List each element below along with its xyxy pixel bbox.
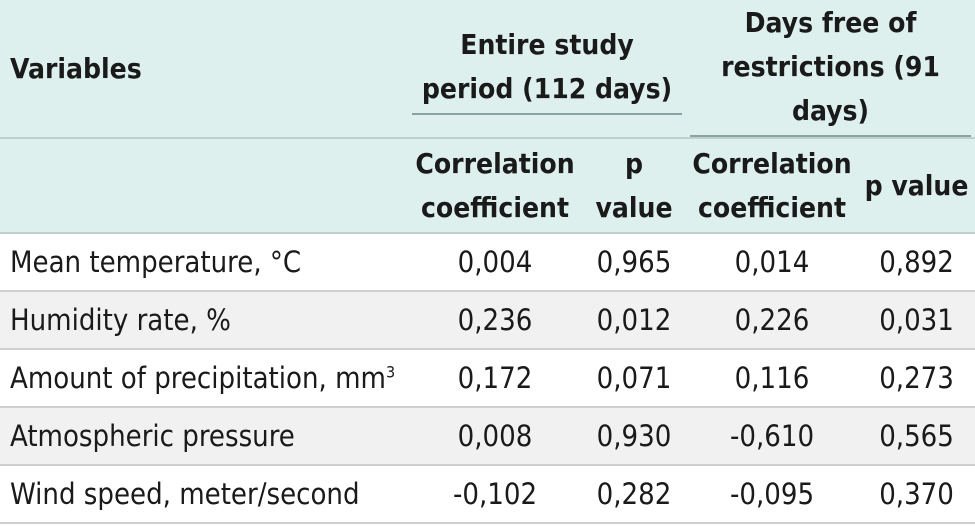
header-group-free-days: Days free of restrictions (91 days) (686, 0, 975, 139)
row-label: Humidity rate, % (0, 291, 408, 350)
table-row: Atmospheric pressure 0,008 0,930 -0,610 … (0, 407, 975, 466)
header-corr-coef-1: Correlation coefficient (408, 138, 582, 234)
row-label: Wind speed, meter/second (0, 465, 408, 524)
cell-p-value-2: 0,565 (858, 407, 975, 466)
header-row-groups: Variables Entire study period (112 days)… (0, 0, 975, 139)
cell-p-value-1: 0,282 (582, 465, 687, 524)
cell-corr-coef-2: 0,116 (686, 349, 859, 408)
header-p-value-2: p value (858, 138, 975, 234)
cell-corr-coef-2: -0,610 (686, 407, 859, 466)
row-label-superscript: 3 (385, 362, 396, 382)
cell-p-value-1: 0,930 (582, 407, 687, 466)
cell-corr-coef-1: 0,172 (408, 349, 582, 408)
cell-corr-coef-1: 0,004 (408, 233, 582, 292)
row-label: Atmospheric pressure (0, 407, 408, 466)
table-row: Humidity rate, % 0,236 0,012 0,226 0,031 (0, 291, 975, 350)
header-group-entire-period: Entire study period (112 days) (408, 0, 687, 139)
cell-p-value-1: 0,012 (582, 291, 687, 350)
row-label: Mean temperature, °C (0, 233, 408, 292)
header-corr-coef-2: Correlation coefficient (686, 138, 859, 234)
header-blank-cell (0, 138, 408, 234)
cell-corr-coef-2: 0,014 (686, 233, 859, 292)
table-row: Mean temperature, °C 0,004 0,965 0,014 0… (0, 233, 975, 292)
table-row: Wind speed, meter/second -0,102 0,282 -0… (0, 465, 975, 524)
cell-corr-coef-1: 0,236 (408, 291, 582, 350)
cell-corr-coef-1: 0,008 (408, 407, 582, 466)
table-body: Mean temperature, °C 0,004 0,965 0,014 0… (0, 233, 975, 524)
table-header: Variables Entire study period (112 days)… (0, 0, 975, 234)
cell-p-value-1: 0,965 (582, 233, 687, 292)
header-row-subcolumns: Correlation coefficient p value Correlat… (0, 138, 975, 234)
header-p-value-1: p value (582, 138, 687, 234)
cell-p-value-2: 0,031 (858, 291, 975, 350)
header-group-entire-period-label: Entire study period (112 days) (412, 23, 683, 115)
header-group-free-days-label: Days free of restrictions (91 days) (690, 1, 972, 137)
cell-p-value-1: 0,071 (582, 349, 687, 408)
cell-p-value-2: 0,273 (858, 349, 975, 408)
header-variables: Variables (0, 0, 408, 139)
cell-corr-coef-2: 0,226 (686, 291, 859, 350)
row-label-text: Amount of precipitation, mm (10, 361, 386, 395)
cell-p-value-2: 0,370 (858, 465, 975, 524)
row-label: Amount of precipitation, mm3 (0, 349, 408, 408)
table-row: Amount of precipitation, mm3 0,172 0,071… (0, 349, 975, 408)
cell-corr-coef-2: -0,095 (686, 465, 859, 524)
cell-corr-coef-1: -0,102 (408, 465, 582, 524)
cell-p-value-2: 0,892 (858, 233, 975, 292)
